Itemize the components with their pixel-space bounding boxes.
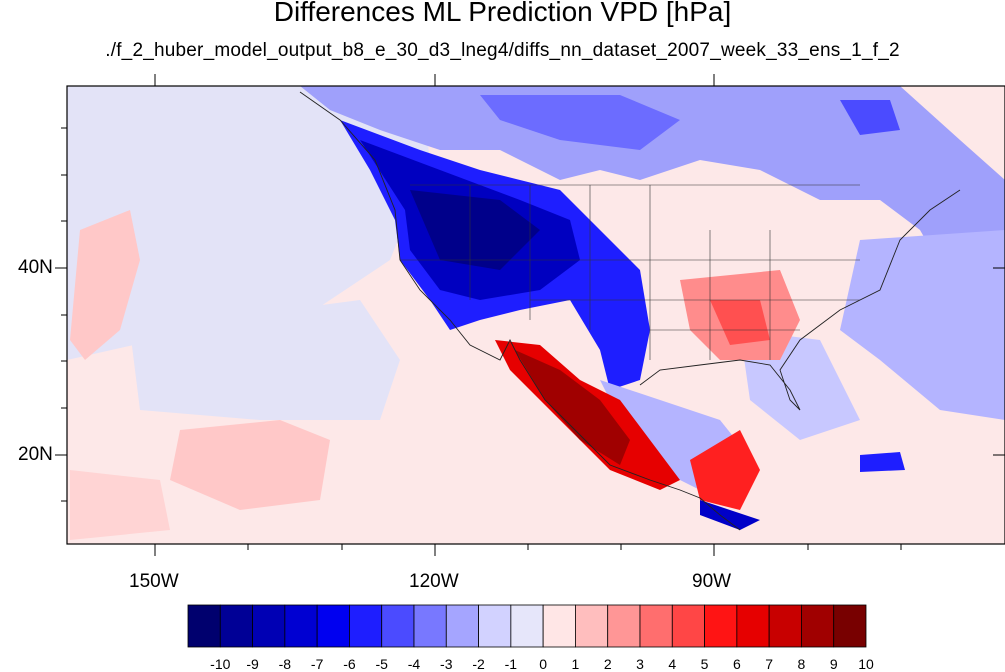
colorbar-swatch	[801, 604, 835, 648]
colorbar-swatch	[187, 604, 221, 648]
colorbar-label: 2	[604, 656, 612, 672]
colorbar-label: -3	[440, 656, 453, 672]
map-subtitle: ./f_2_huber_model_output_b8_e_30_d3_lneg…	[105, 40, 900, 61]
colorbar-label: 1	[572, 656, 580, 672]
colorbar-swatch	[219, 604, 253, 648]
lon-label-120w: 120W	[409, 571, 459, 592]
colorbar-swatch	[510, 604, 544, 648]
colorbar-label: 9	[830, 656, 838, 672]
lat-label-20n: 20N	[18, 444, 53, 465]
colorbar-swatch	[284, 604, 318, 648]
colorbar-label: -4	[408, 656, 421, 672]
colorbar-label: -9	[246, 656, 259, 672]
colorbar-label: -1	[505, 656, 518, 672]
colorbar-label: 6	[733, 656, 741, 672]
colorbar-swatch	[381, 604, 415, 648]
colorbar-label: 10	[858, 656, 874, 672]
colorbar-swatch	[413, 604, 447, 648]
colorbar-label: -5	[375, 656, 388, 672]
map-plot	[55, 74, 1005, 556]
colorbar-label: 8	[798, 656, 806, 672]
colorbar-swatch	[833, 604, 867, 648]
colorbar-swatch	[607, 604, 641, 648]
colorbar-label: -10	[210, 656, 230, 672]
colorbar-swatch	[349, 604, 383, 648]
colorbar-label: 7	[765, 656, 773, 672]
colorbar-swatch	[542, 604, 576, 648]
colorbar-swatch	[316, 604, 350, 648]
colorbar-label: -8	[279, 656, 292, 672]
lat-label-40n: 40N	[18, 257, 53, 278]
lon-label-90w: 90W	[692, 571, 732, 592]
colorbar-label: 4	[668, 656, 676, 672]
colorbar-swatch	[575, 604, 609, 648]
colorbar-label: -6	[343, 656, 356, 672]
colorbar-swatch	[639, 604, 673, 648]
colorbar-swatch	[768, 604, 802, 648]
colorbar-swatch	[252, 604, 286, 648]
colorbar-label: -7	[311, 656, 324, 672]
map-title: Differences ML Prediction VPD [hPa]	[273, 0, 732, 27]
colorbar-swatch	[736, 604, 770, 648]
colorbar-label: 5	[701, 656, 709, 672]
colorbar-swatch	[671, 604, 705, 648]
colorbar-label: 3	[636, 656, 644, 672]
colorbar-swatch	[704, 604, 738, 648]
colorbar-label: 0	[539, 656, 547, 672]
colorbar-swatch	[478, 604, 512, 648]
colorbar-swatch	[445, 604, 479, 648]
lon-label-150w: 150W	[129, 571, 179, 592]
colorbar-label: -2	[472, 656, 485, 672]
